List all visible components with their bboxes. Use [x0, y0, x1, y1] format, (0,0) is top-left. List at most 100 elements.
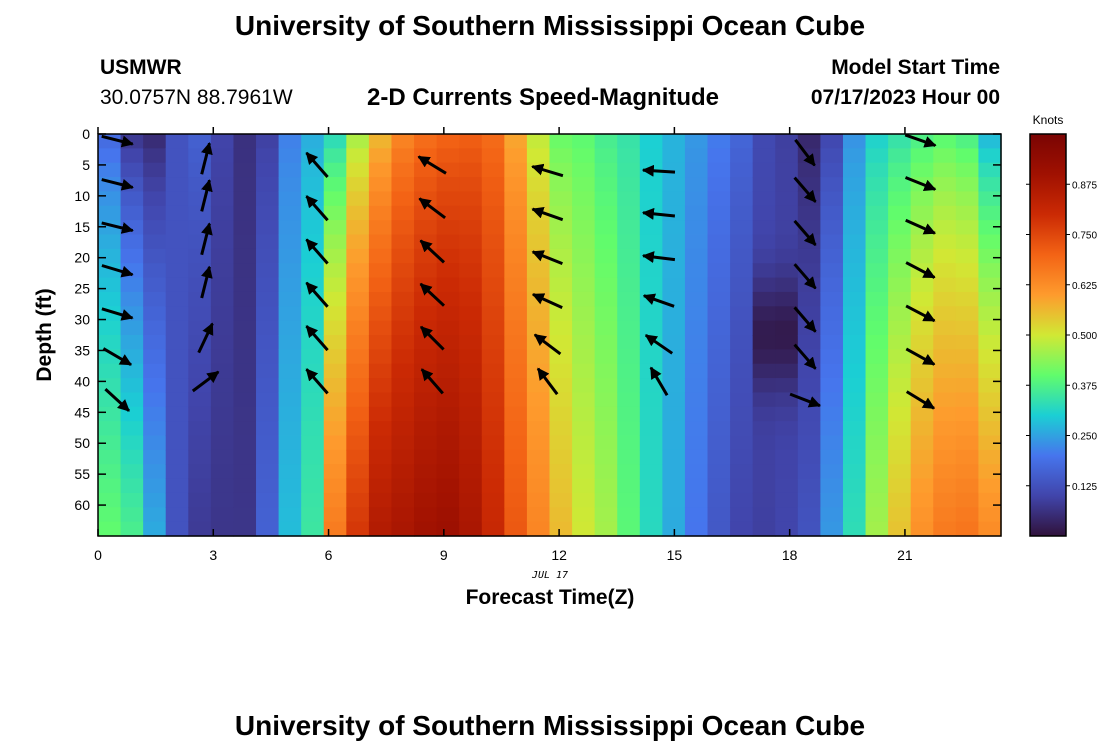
heatmap-cell — [730, 134, 754, 149]
heatmap-cell — [752, 205, 776, 221]
heatmap-cell — [256, 507, 280, 523]
heatmap-cell — [955, 277, 980, 293]
heatmap-cell — [459, 220, 483, 236]
heatmap-cell — [572, 478, 596, 494]
heatmap-cell — [414, 177, 438, 193]
heatmap-cell — [436, 248, 460, 264]
heatmap-cell — [481, 464, 505, 480]
heatmap-cell — [662, 234, 686, 250]
heatmap-cell — [210, 449, 235, 465]
heatmap-cell — [256, 134, 280, 149]
heatmap-cell — [256, 248, 280, 264]
current-vector — [793, 219, 817, 246]
heatmap-cell — [933, 363, 957, 379]
heatmap-cell — [639, 306, 663, 322]
heatmap-cell — [549, 134, 573, 149]
heatmap-cell — [188, 464, 212, 480]
heatmap-cell — [820, 291, 844, 307]
heatmap-cell — [842, 162, 867, 178]
heatmap-cell — [730, 521, 754, 537]
heatmap-cell — [797, 205, 821, 221]
heatmap-cell — [933, 320, 957, 336]
heatmap-cell — [368, 421, 393, 437]
heatmap-cell — [865, 320, 889, 336]
heatmap-cell — [684, 177, 709, 193]
heatmap-cell — [233, 363, 257, 379]
heatmap-cell — [730, 449, 754, 465]
heatmap-cell — [797, 421, 821, 437]
heatmap-cell — [459, 234, 483, 250]
heatmap-cell — [594, 148, 618, 164]
heatmap-cell — [707, 177, 731, 193]
heatmap-cell — [436, 177, 460, 193]
heatmap-cell — [933, 291, 957, 307]
heatmap-cell — [414, 363, 438, 379]
heatmap-cell — [143, 392, 167, 408]
heatmap-cell — [256, 378, 280, 394]
heatmap-cell — [820, 191, 844, 207]
heatmap-cell — [436, 291, 460, 307]
heatmap-cell — [594, 492, 618, 508]
heatmap-cell — [572, 449, 596, 465]
heatmap-cell — [368, 148, 393, 164]
heatmap-cell — [910, 191, 934, 207]
heatmap-cell — [978, 507, 1002, 523]
heatmap-cell — [210, 406, 235, 422]
heatmap-cell — [301, 521, 325, 537]
heatmap-cell — [707, 191, 731, 207]
y-tick-label: 5 — [82, 157, 90, 173]
heatmap-cell — [481, 134, 505, 149]
heatmap-cell — [978, 435, 1002, 451]
heatmap-cell — [391, 378, 415, 394]
heatmap-cell — [752, 449, 776, 465]
heatmap-cell — [120, 435, 144, 451]
heatmap-cell — [459, 478, 483, 494]
x-tick-label: 6 — [325, 547, 333, 563]
heatmap-cell — [210, 248, 235, 264]
heatmap-cell — [842, 277, 867, 293]
heatmap-cell — [549, 320, 573, 336]
heatmap-cell — [572, 492, 596, 508]
heatmap-cell — [662, 162, 686, 178]
heatmap-cell — [594, 177, 618, 193]
heatmap-cell — [820, 248, 844, 264]
heatmap-cell — [684, 220, 709, 236]
heatmap-cell — [662, 492, 686, 508]
heatmap-cell — [572, 291, 596, 307]
heatmap-cell — [978, 464, 1002, 480]
heatmap-cell — [662, 306, 686, 322]
heatmap-cell — [233, 148, 257, 164]
heatmap-cell — [684, 521, 709, 537]
heatmap-cell — [752, 220, 776, 236]
heatmap-cell — [639, 349, 663, 365]
heatmap-cell — [594, 478, 618, 494]
heatmap-cell — [775, 263, 799, 279]
heatmap-cell — [165, 363, 189, 379]
heatmap-cell — [775, 406, 799, 422]
heatmap-cell — [278, 478, 302, 494]
heatmap-cell — [933, 435, 957, 451]
heatmap-cell — [978, 521, 1002, 537]
heatmap-cell — [775, 320, 799, 336]
y-tick-label: 60 — [74, 497, 90, 513]
current-vector — [641, 164, 676, 177]
heatmap-cell — [549, 392, 573, 408]
heatmap-cell — [98, 464, 122, 480]
heatmap-cell — [617, 435, 641, 451]
heatmap-cell — [323, 507, 347, 523]
heatmap-cell — [256, 291, 280, 307]
heatmap-cell — [481, 521, 505, 537]
heatmap-cell — [165, 378, 189, 394]
current-vector — [200, 222, 213, 256]
heatmap-cell — [820, 177, 844, 193]
heatmap-cell — [617, 392, 641, 408]
heatmap-cell — [368, 507, 393, 523]
heatmap-cell — [210, 435, 235, 451]
heatmap-cell — [278, 521, 302, 537]
heatmap-cell — [842, 406, 867, 422]
heatmap-cell — [978, 363, 1002, 379]
heatmap-cell — [549, 277, 573, 293]
heatmap-cell — [436, 234, 460, 250]
heatmap-cell — [752, 191, 776, 207]
heatmap-cell — [459, 392, 483, 408]
